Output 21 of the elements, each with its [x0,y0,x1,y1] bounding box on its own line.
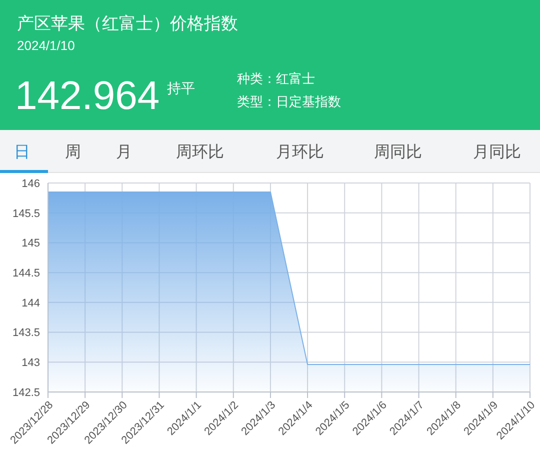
text: 类型：日定基指数 [237,93,341,111]
y-tick-label: 145.5 [12,208,40,220]
text: 月同比 [473,142,521,163]
y-tick-label: 144.5 [12,267,40,280]
text: 持平 [167,80,195,98]
text: 月环比 [276,142,324,163]
y-tick-label: 142.5 [12,386,40,399]
y-tick-label: 143.5 [12,327,40,340]
text: 142.964 [15,74,160,118]
y-tick-label: 143 [22,357,40,370]
y-tick-label: 145 [22,238,40,250]
text: 月 [116,143,132,163]
chart-subtitle: 2024/1/10 [17,38,75,53]
text: 种类：红富士 [237,70,315,88]
text: 周同比 [374,142,422,163]
text: 周 [65,143,81,163]
text: 周环比 [176,142,224,163]
y-tick-label: 146 [22,178,40,190]
text: 日 [14,143,30,163]
chart-title: 产区苹果（红富士）价格指数 [17,13,238,35]
y-tick-label: 144 [22,297,40,310]
